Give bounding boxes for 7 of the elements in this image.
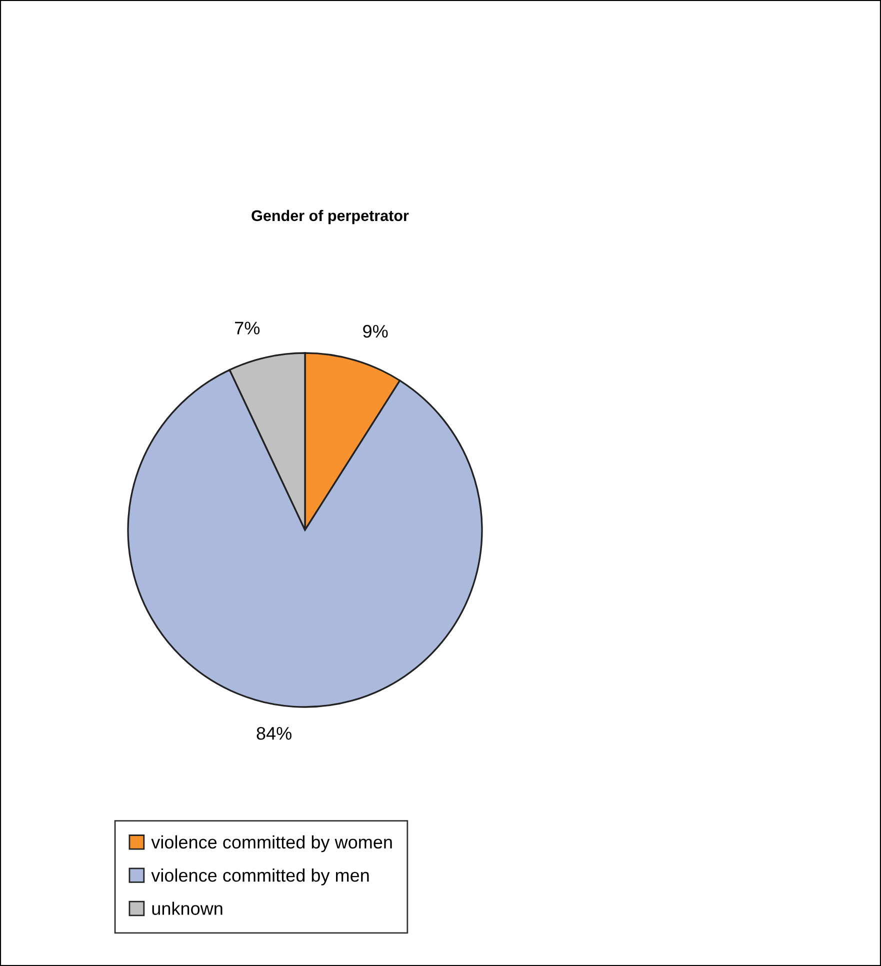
chart-title: Gender of perpetrator — [252, 210, 409, 224]
legend-label: violence committed by men — [151, 868, 369, 886]
data-label: 84% — [256, 726, 292, 740]
legend-label: violence committed by women — [151, 835, 392, 852]
data-label: 7% — [235, 322, 260, 334]
legend-label: unknown — [152, 902, 222, 915]
data-label: 9% — [363, 324, 388, 338]
